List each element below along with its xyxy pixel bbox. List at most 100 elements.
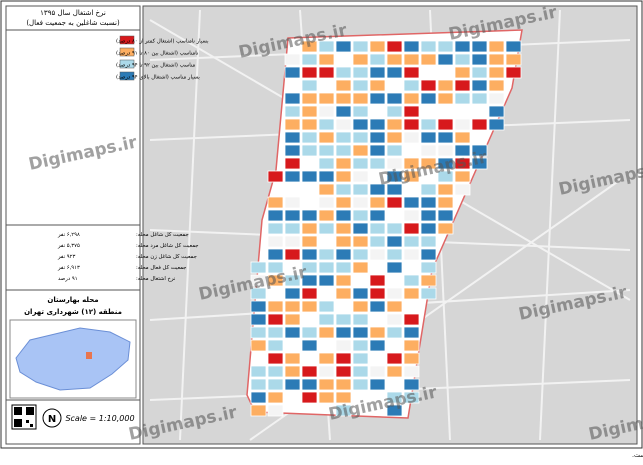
- block: [284, 274, 301, 287]
- block: [301, 131, 318, 144]
- block: [369, 326, 386, 339]
- block: [318, 378, 335, 391]
- block: [284, 326, 301, 339]
- block: [352, 196, 369, 209]
- block: [386, 66, 403, 79]
- block: [369, 118, 386, 131]
- block: [250, 300, 267, 313]
- block: [301, 92, 318, 105]
- block: [488, 105, 505, 118]
- block: [335, 313, 352, 326]
- block: [386, 40, 403, 53]
- block: [301, 144, 318, 157]
- block: [284, 157, 301, 170]
- block: [505, 53, 522, 66]
- block: [386, 53, 403, 66]
- block: [250, 326, 267, 339]
- block: [284, 378, 301, 391]
- block: [318, 326, 335, 339]
- block: [267, 261, 284, 274]
- block: [386, 92, 403, 105]
- block: [335, 274, 352, 287]
- block: [420, 274, 437, 287]
- block: [505, 40, 522, 53]
- block: [403, 157, 420, 170]
- block: [318, 274, 335, 287]
- block: [301, 391, 318, 404]
- block: [369, 235, 386, 248]
- block: [267, 378, 284, 391]
- block: [284, 300, 301, 313]
- block: [335, 105, 352, 118]
- legend-swatch: [119, 71, 135, 81]
- block: [437, 53, 454, 66]
- block: [403, 66, 420, 79]
- block: [403, 235, 420, 248]
- block: [369, 365, 386, 378]
- block: [301, 274, 318, 287]
- block: [403, 53, 420, 66]
- block: [352, 326, 369, 339]
- block: [403, 391, 420, 404]
- stat-value: ۹۲۳ نفر: [57, 254, 75, 260]
- block: [284, 118, 301, 131]
- block: [284, 248, 301, 261]
- block: [284, 235, 301, 248]
- block: [471, 66, 488, 79]
- block: [437, 118, 454, 131]
- block: [318, 170, 335, 183]
- block: [335, 131, 352, 144]
- block: [335, 378, 352, 391]
- block: [369, 92, 386, 105]
- block: [301, 235, 318, 248]
- block: [420, 235, 437, 248]
- block: [352, 378, 369, 391]
- block: [488, 92, 505, 105]
- block: [352, 365, 369, 378]
- block: [403, 131, 420, 144]
- block: [318, 352, 335, 365]
- block: [301, 209, 318, 222]
- street: [539, 9, 561, 441]
- block: [386, 365, 403, 378]
- block: [386, 183, 403, 196]
- block: [267, 352, 284, 365]
- block: [352, 79, 369, 92]
- block: [437, 131, 454, 144]
- block: [267, 300, 284, 313]
- neighborhood-name: محله بهارستان: [47, 296, 98, 304]
- block: [420, 157, 437, 170]
- block: [301, 339, 318, 352]
- stat-value: ۶,۲۹۸ نفر: [57, 232, 80, 238]
- block: [335, 79, 352, 92]
- block: [488, 79, 505, 92]
- block: [301, 365, 318, 378]
- block: [250, 287, 267, 300]
- block: [386, 170, 403, 183]
- block: [335, 404, 352, 417]
- block: [318, 157, 335, 170]
- block: [386, 404, 403, 417]
- block: [267, 274, 284, 287]
- block: [284, 170, 301, 183]
- block: [403, 287, 420, 300]
- block: [488, 118, 505, 131]
- block: [403, 170, 420, 183]
- block: [369, 222, 386, 235]
- block: [318, 209, 335, 222]
- block: [369, 131, 386, 144]
- map-title: نرخ اشتغال سال ۱۳۹۵: [40, 9, 106, 17]
- block: [386, 105, 403, 118]
- block: [335, 209, 352, 222]
- block: [403, 274, 420, 287]
- block: [369, 209, 386, 222]
- block: [267, 235, 284, 248]
- block: [386, 300, 403, 313]
- block: [352, 300, 369, 313]
- stat-value: ۵,۳۷۵ نفر: [57, 243, 80, 249]
- block: [335, 196, 352, 209]
- block: [386, 196, 403, 209]
- block: [335, 339, 352, 352]
- block: [420, 183, 437, 196]
